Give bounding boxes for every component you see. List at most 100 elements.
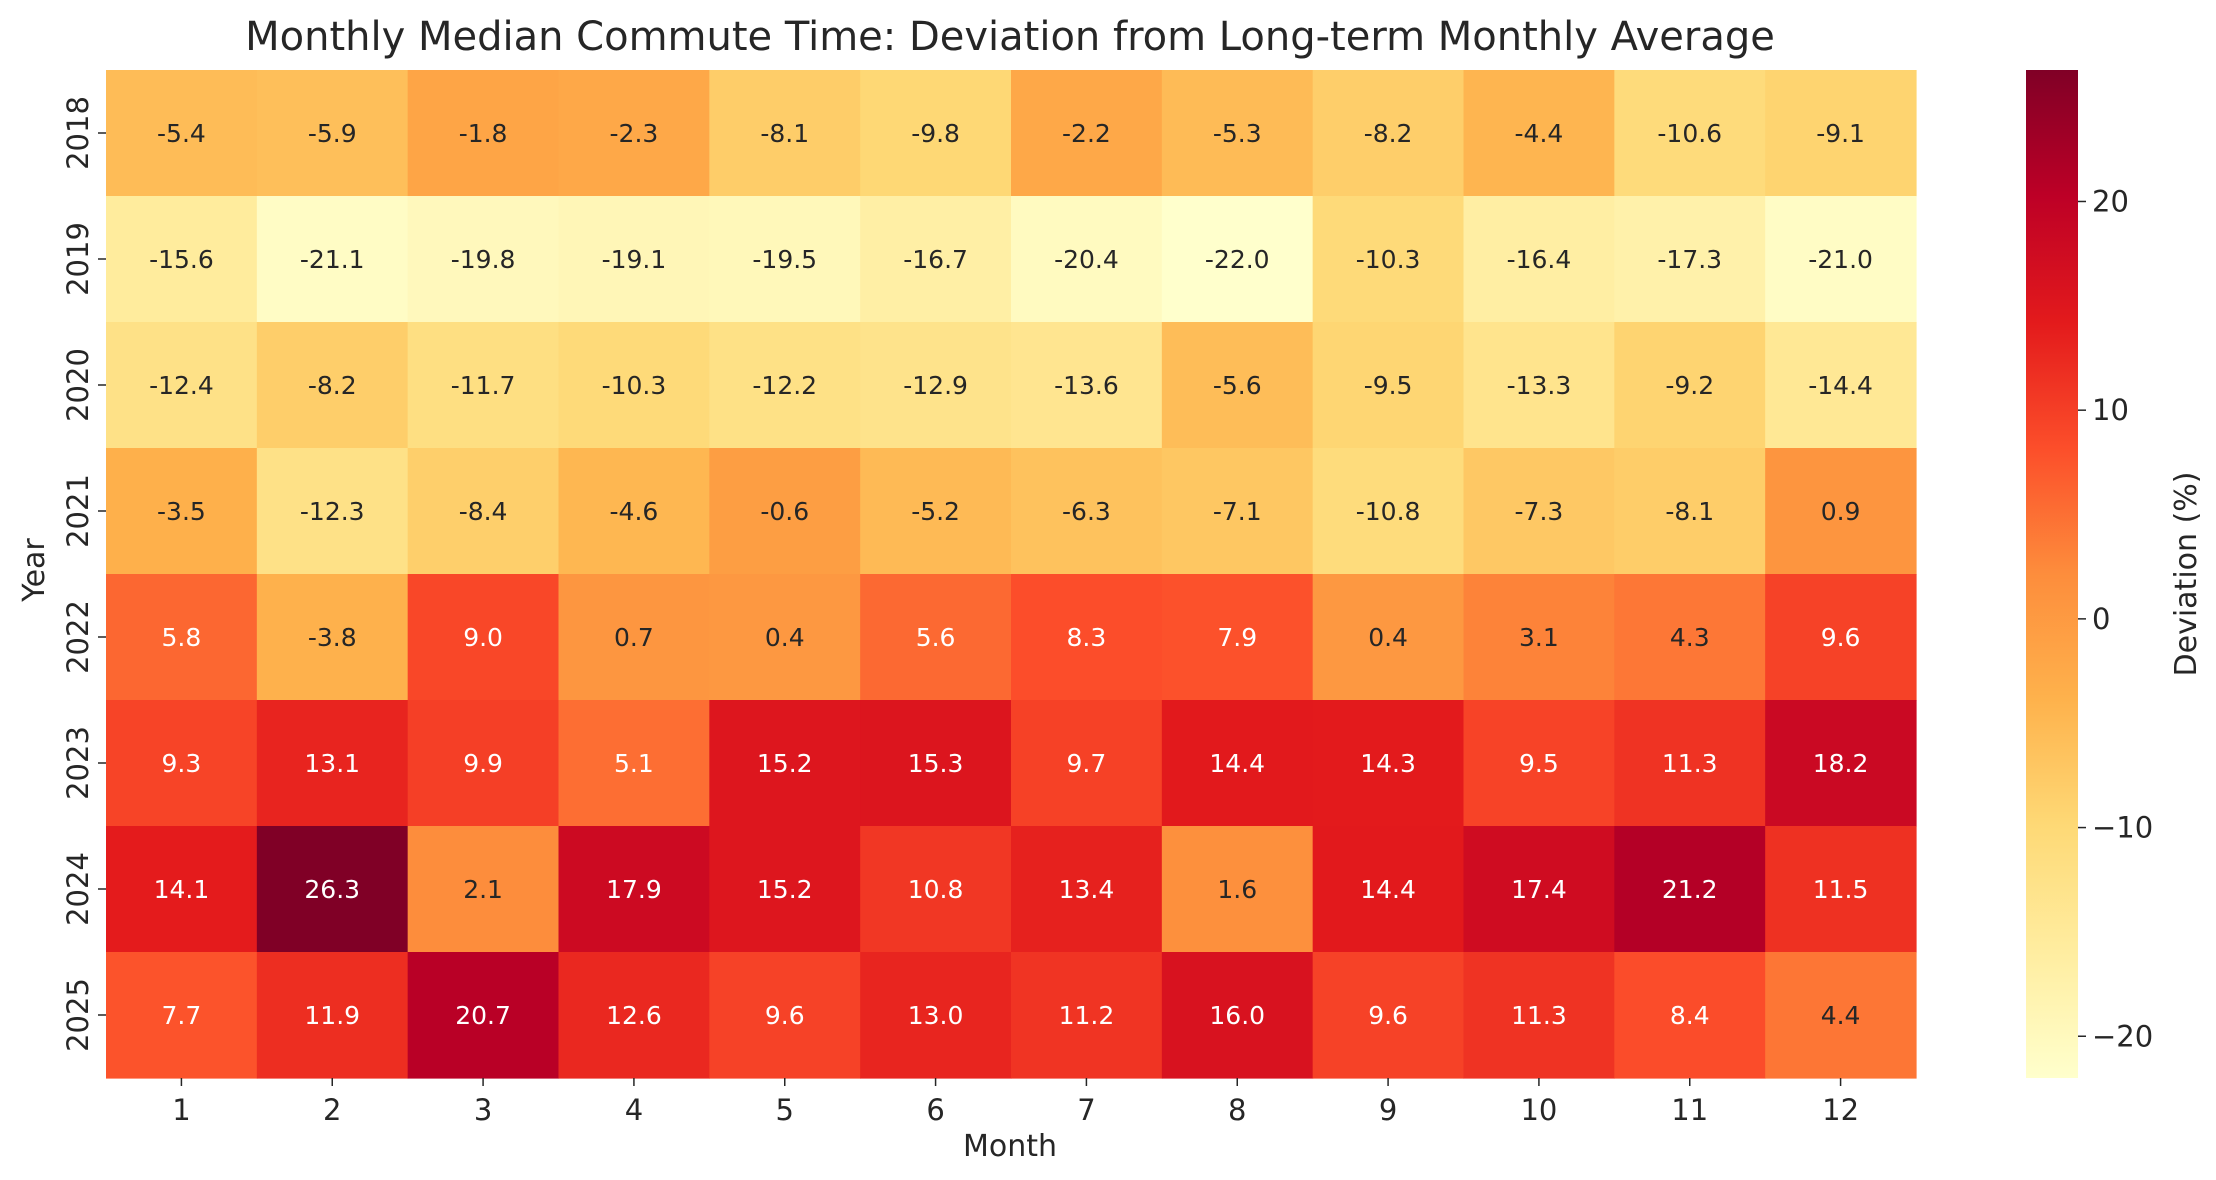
cell-value-label: -9.5 [1364,371,1413,400]
cell-value-label: 15.3 [908,749,964,778]
heatmap-cell [407,448,560,575]
heatmap-cell [1614,322,1766,449]
cell-value-label: 5.8 [162,623,202,652]
heatmap-cell [1463,952,1615,1079]
heatmap-cell [1161,70,1314,197]
heatmap-cell [106,448,258,575]
cell-value-label: -5.9 [308,119,357,148]
heatmap-cell [709,196,861,323]
cell-value-label: 0.9 [1821,497,1861,526]
heatmap-cell [1312,70,1465,197]
x-axis-ticks: 1 2 3 4 5 6 7 8 9 10 11 12 [172,1078,1859,1127]
cell-value-label: 15.2 [757,875,813,904]
cell-value-label: -9.8 [911,119,960,148]
y-tick-label: 2024 [61,852,95,926]
heatmap-cell [407,952,560,1079]
cell-value-label: -8.4 [459,497,508,526]
x-tick-label: 6 [926,1093,944,1127]
heatmap-cell [1312,826,1465,953]
heatmap-cell [256,574,409,701]
heatmap-cell [1463,574,1615,701]
cell-value-label: -19.5 [752,245,817,274]
heatmap-cell [709,952,861,1079]
cell-value-label: -8.1 [1665,497,1714,526]
heatmap-cell [1161,826,1314,953]
heatmap-cell [558,448,710,575]
heatmap-cell [860,700,1012,827]
cell-value-label: 14.4 [1209,749,1265,778]
y-tick-label: 2023 [61,726,95,800]
heatmap-cell [558,70,710,197]
cell-value-label: 9.5 [1519,749,1559,778]
cell-value-label: -10.3 [1356,245,1421,274]
heatmap-cell [1011,448,1163,575]
heatmap-cell [407,700,560,827]
heatmap-cell [558,826,710,953]
cell-value-label: -22.0 [1205,245,1270,274]
heatmap-cell [1463,700,1615,827]
x-tick-label: 10 [1520,1093,1557,1127]
heatmap-cell [256,826,409,953]
colorbar-tick-label: 0 [2092,602,2110,636]
cell-value-label: 0.4 [1368,623,1408,652]
heatmap-cell [1312,574,1465,701]
cell-value-label: 2.1 [463,875,503,904]
cell-value-label: -16.7 [903,245,968,274]
heatmap-cell [106,826,258,953]
cell-value-label: 7.7 [162,1001,202,1030]
heatmap-cell [1765,574,1917,701]
heatmap-cell [1312,322,1465,449]
heatmap-cell [709,322,861,449]
heatmap-cell [1614,826,1766,953]
heatmap-cell [407,196,560,323]
heatmap-cell [860,448,1012,575]
cell-value-label: -8.2 [1364,119,1413,148]
heatmap-cells [106,70,1917,1079]
heatmap-cell [1011,196,1163,323]
cell-value-label: 11.2 [1059,1001,1115,1030]
cell-value-label: -1.8 [459,119,508,148]
cell-value-label: -7.1 [1213,497,1262,526]
y-tick-label: 2021 [61,474,95,548]
heatmap-cell [256,196,409,323]
cell-value-label: 14.3 [1360,749,1416,778]
cell-value-label: 17.4 [1511,875,1567,904]
heatmap-cell [1312,196,1465,323]
y-axis-ticks: 2018 2019 2020 2021 2022 2023 2024 2025 [61,96,106,1052]
cell-value-label: 11.3 [1662,749,1718,778]
cell-value-label: 11.9 [304,1001,360,1030]
cell-value-label: 0.7 [614,623,654,652]
cell-value-label: -11.7 [451,371,516,400]
cell-value-label: 21.2 [1662,875,1718,904]
heatmap-cell [558,952,710,1079]
cell-value-label: 7.9 [1217,623,1257,652]
heatmap-cell [1011,826,1163,953]
heatmap-cell [106,952,258,1079]
cell-value-label: 8.4 [1670,1001,1710,1030]
heatmap-cell [1312,952,1465,1079]
x-tick-label: 7 [1077,1093,1095,1127]
x-tick-label: 12 [1822,1093,1859,1127]
heatmap-cell [1765,826,1917,953]
cell-value-label: -17.3 [1657,245,1722,274]
heatmap-cell [1011,952,1163,1079]
chart-title: Monthly Median Commute Time: Deviation f… [245,14,1775,60]
heatmap-cell [106,322,258,449]
cell-value-label: -0.6 [760,497,809,526]
heatmap-cell [709,574,861,701]
cell-value-label: -5.4 [157,119,206,148]
heatmap-cell [1614,448,1766,575]
cell-value-label: -15.6 [149,245,214,274]
heatmap-cell [256,70,409,197]
x-tick-label: 2 [323,1093,341,1127]
cell-value-label: 9.6 [1368,1001,1408,1030]
heatmap-cell [1161,574,1314,701]
cell-value-label: -19.1 [602,245,667,274]
y-tick-label: 2020 [61,348,95,422]
heatmap-cell [558,196,710,323]
colorbar-label: Deviation (%) [2169,472,2204,677]
heatmap-cell [1765,322,1917,449]
heatmap-cell [106,196,258,323]
cell-value-label: 20.7 [455,1001,511,1030]
